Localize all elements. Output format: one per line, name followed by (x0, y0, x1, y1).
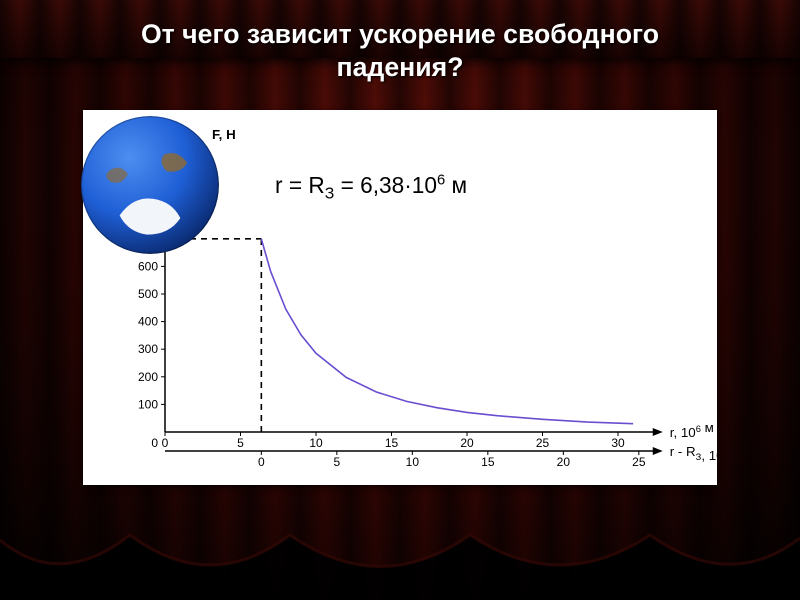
svg-text:25: 25 (632, 455, 646, 469)
svg-text:500: 500 (138, 287, 158, 301)
svg-text:r, 106 м: r, 106 м (670, 420, 714, 440)
svg-text:20: 20 (460, 436, 474, 450)
svg-text:15: 15 (385, 436, 399, 450)
slide-title: От чего зависит ускорение свободногопаде… (0, 18, 800, 85)
svg-text:20: 20 (557, 455, 571, 469)
svg-text:r - RЗ, 106 м: r - RЗ, 106 м (670, 443, 717, 463)
earth-globe-icon (81, 116, 219, 254)
svg-text:0: 0 (151, 436, 158, 450)
slide-stage: От чего зависит ускорение свободногопаде… (0, 0, 800, 600)
svg-text:5: 5 (333, 455, 340, 469)
svg-text:F, H: F, H (212, 127, 236, 142)
svg-text:200: 200 (138, 370, 158, 384)
svg-text:0: 0 (258, 455, 265, 469)
svg-text:30: 30 (611, 436, 625, 450)
svg-text:15: 15 (481, 455, 495, 469)
svg-text:25: 25 (536, 436, 550, 450)
svg-text:10: 10 (309, 436, 323, 450)
svg-text:10: 10 (406, 455, 420, 469)
svg-text:5: 5 (237, 436, 244, 450)
radius-formula-annotation: r = RЗ = 6,38·106 м (275, 172, 467, 204)
svg-text:600: 600 (138, 259, 158, 273)
svg-text:100: 100 (138, 397, 158, 411)
svg-text:400: 400 (138, 315, 158, 329)
svg-text:300: 300 (138, 342, 158, 356)
svg-text:0: 0 (162, 436, 169, 450)
